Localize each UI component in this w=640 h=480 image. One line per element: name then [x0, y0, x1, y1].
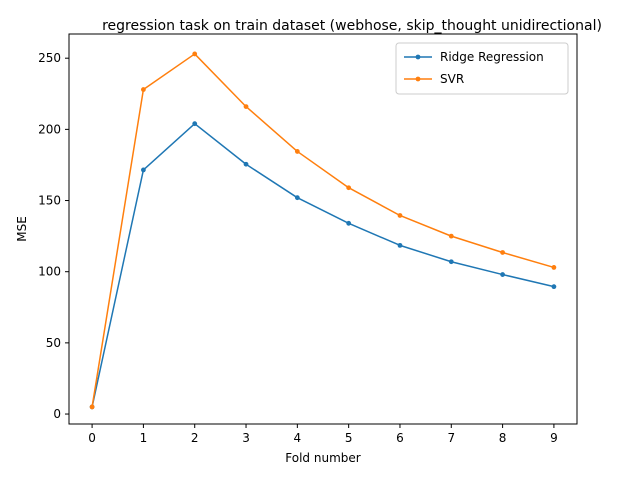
data-point-svr — [141, 87, 146, 92]
x-tick-label: 8 — [499, 431, 507, 445]
legend-box — [395, 42, 569, 95]
data-point-ridge-regression — [243, 161, 249, 167]
x-tick-label: 3 — [242, 431, 250, 445]
data-point-ridge-regression — [141, 167, 146, 173]
x-tick-label: 6 — [396, 431, 404, 445]
data-point-ridge-regression — [397, 242, 403, 248]
y-tick-label: 50 — [46, 336, 61, 350]
y-tick-label: 150 — [38, 194, 61, 208]
x-tick-label: 9 — [550, 431, 558, 445]
data-point-svr — [397, 213, 403, 218]
data-point-svr — [192, 51, 198, 57]
data-point-ridge-regression — [346, 220, 352, 226]
series-line-ridge-regression — [91, 122, 555, 408]
data-point-svr — [448, 233, 454, 239]
series-line-svr — [91, 53, 555, 408]
data-point-ridge-regression — [551, 284, 557, 290]
x-tick-label: 0 — [88, 431, 96, 445]
axes-frame — [68, 33, 578, 425]
data-point-svr — [294, 149, 300, 154]
data-point-svr — [551, 265, 557, 270]
chart-title: regression task on train dataset (webhos… — [102, 18, 602, 34]
x-axis: 0 1 2 3 4 5 6 7 8 9 — [88, 424, 558, 445]
data-point-ridge-regression — [192, 121, 198, 127]
legend: Ridge Regression SVR — [395, 42, 569, 95]
x-axis-label: Fold number — [285, 451, 360, 465]
plot-area — [89, 51, 557, 410]
y-tick-label: 0 — [53, 407, 61, 421]
data-point-svr — [243, 104, 249, 109]
x-tick-label: 4 — [294, 431, 302, 445]
y-tick-label: 100 — [38, 265, 61, 279]
y-tick-label: 200 — [38, 122, 61, 136]
legend-marker-svr — [415, 76, 421, 82]
data-point-svr — [89, 404, 95, 410]
x-tick-label: 1 — [140, 431, 148, 445]
data-point-ridge-regression — [294, 195, 300, 201]
data-point-ridge-regression — [448, 259, 454, 265]
x-tick-label: 2 — [191, 431, 199, 445]
y-axis-label: MSE — [15, 216, 29, 242]
legend-label-ridge-regression: Ridge Regression — [440, 50, 544, 64]
x-tick-label: 5 — [345, 431, 353, 445]
data-point-svr — [346, 185, 352, 191]
data-point-svr — [500, 250, 505, 255]
legend-marker-ridge-regression — [415, 54, 421, 60]
legend-label-svr: SVR — [440, 72, 464, 86]
data-point-ridge-regression — [500, 272, 505, 277]
y-axis: 0 50 100 150 200 250 — [38, 51, 69, 421]
y-tick-label: 250 — [38, 51, 61, 65]
x-tick-label: 7 — [447, 431, 455, 445]
